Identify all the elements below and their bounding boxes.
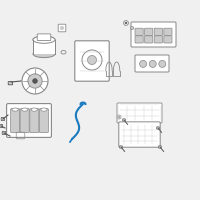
- Circle shape: [61, 27, 63, 29]
- Ellipse shape: [149, 60, 156, 67]
- FancyBboxPatch shape: [123, 119, 125, 121]
- Circle shape: [117, 115, 121, 119]
- Ellipse shape: [41, 108, 47, 111]
- FancyBboxPatch shape: [120, 146, 122, 148]
- FancyBboxPatch shape: [135, 36, 143, 43]
- FancyBboxPatch shape: [164, 28, 172, 35]
- Ellipse shape: [22, 108, 28, 111]
- FancyBboxPatch shape: [157, 127, 159, 129]
- Ellipse shape: [31, 108, 37, 111]
- Ellipse shape: [12, 108, 18, 111]
- Ellipse shape: [33, 36, 55, 43]
- FancyBboxPatch shape: [119, 122, 160, 147]
- Ellipse shape: [159, 60, 166, 67]
- FancyBboxPatch shape: [20, 109, 29, 133]
- FancyBboxPatch shape: [75, 41, 109, 81]
- FancyBboxPatch shape: [1, 117, 5, 121]
- FancyBboxPatch shape: [135, 28, 143, 35]
- FancyBboxPatch shape: [117, 103, 162, 123]
- FancyBboxPatch shape: [164, 36, 172, 43]
- Circle shape: [82, 50, 102, 70]
- Circle shape: [118, 116, 120, 118]
- FancyBboxPatch shape: [37, 34, 51, 40]
- FancyBboxPatch shape: [7, 104, 51, 137]
- FancyBboxPatch shape: [154, 28, 162, 35]
- FancyBboxPatch shape: [11, 109, 20, 133]
- Circle shape: [125, 22, 127, 24]
- Circle shape: [22, 68, 48, 94]
- FancyBboxPatch shape: [33, 40, 55, 54]
- FancyBboxPatch shape: [135, 55, 169, 72]
- FancyBboxPatch shape: [159, 146, 161, 148]
- FancyBboxPatch shape: [30, 109, 39, 133]
- FancyBboxPatch shape: [131, 22, 176, 47]
- FancyBboxPatch shape: [145, 36, 153, 43]
- FancyBboxPatch shape: [58, 24, 66, 32]
- Circle shape: [124, 21, 128, 25]
- Circle shape: [33, 79, 37, 83]
- FancyBboxPatch shape: [0, 124, 3, 128]
- Circle shape: [28, 74, 42, 88]
- Ellipse shape: [33, 50, 55, 58]
- FancyBboxPatch shape: [39, 109, 48, 133]
- Circle shape: [88, 55, 96, 64]
- FancyBboxPatch shape: [145, 28, 153, 35]
- Ellipse shape: [140, 60, 147, 67]
- Circle shape: [130, 26, 134, 30]
- FancyBboxPatch shape: [154, 36, 162, 43]
- FancyBboxPatch shape: [8, 82, 13, 85]
- Ellipse shape: [33, 36, 55, 43]
- FancyBboxPatch shape: [2, 131, 6, 135]
